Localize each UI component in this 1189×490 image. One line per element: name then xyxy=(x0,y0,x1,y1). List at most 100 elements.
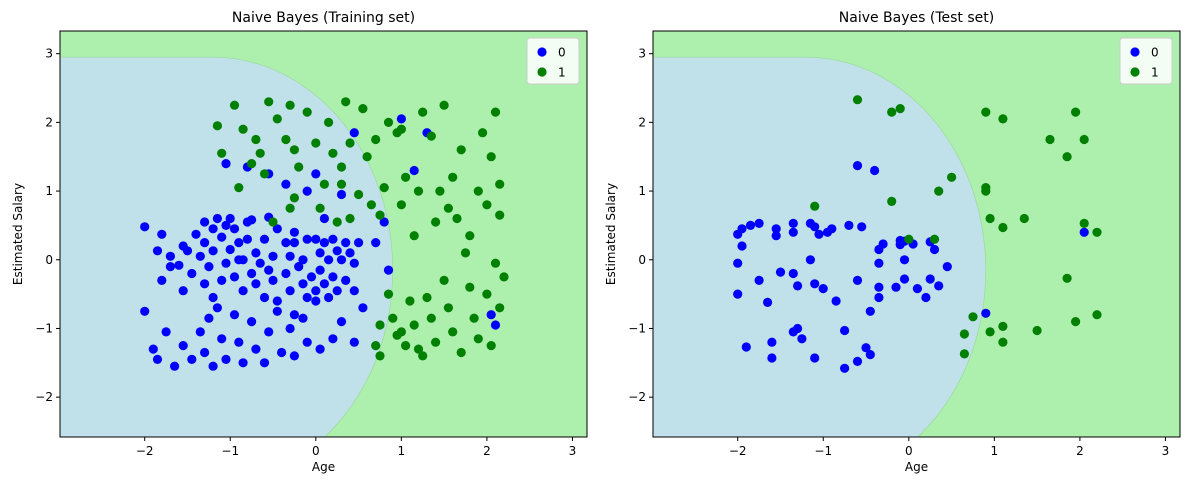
data-point-class-0 xyxy=(324,292,334,303)
data-point-class-0 xyxy=(204,313,214,323)
data-point-class-1 xyxy=(934,186,944,196)
data-point-class-1 xyxy=(452,213,462,224)
x-tick-label: 3 xyxy=(1162,444,1170,458)
data-point-class-0 xyxy=(225,213,235,224)
data-point-class-0 xyxy=(332,246,342,256)
data-point-class-1 xyxy=(294,162,304,172)
y-tick-label: −1 xyxy=(628,321,646,335)
data-point-class-0 xyxy=(336,189,347,200)
data-point-class-0 xyxy=(242,234,252,244)
data-point-class-1 xyxy=(392,330,402,340)
data-point-class-0 xyxy=(247,215,257,225)
data-point-class-1 xyxy=(341,97,351,107)
y-tick-label: 2 xyxy=(638,115,646,129)
data-point-class-1 xyxy=(499,272,509,282)
x-tick-label: −2 xyxy=(729,444,747,458)
data-point-class-1 xyxy=(379,183,389,193)
x-tick-label: 1 xyxy=(398,444,406,458)
data-point-class-0 xyxy=(238,286,248,296)
data-point-class-0 xyxy=(217,232,227,242)
data-point-class-0 xyxy=(302,186,312,196)
data-point-class-1 xyxy=(490,258,501,268)
y-axis-label: Estimated Salary xyxy=(11,183,25,285)
y-axis-label: Estimated Salary xyxy=(604,183,618,285)
data-point-class-0 xyxy=(251,248,261,258)
data-point-class-1 xyxy=(465,231,475,241)
data-point-class-0 xyxy=(1079,227,1089,237)
data-point-class-0 xyxy=(259,358,270,368)
data-point-class-0 xyxy=(174,260,184,270)
data-point-class-0 xyxy=(152,246,163,256)
data-point-class-1 xyxy=(895,104,905,114)
data-point-class-1 xyxy=(375,320,385,330)
legend-marker-0 xyxy=(1130,47,1140,57)
data-point-class-0 xyxy=(921,292,931,303)
data-point-class-1 xyxy=(1092,227,1102,237)
data-point-class-0 xyxy=(870,165,880,176)
data-point-class-1 xyxy=(345,213,355,224)
data-point-class-0 xyxy=(259,292,270,303)
data-point-class-1 xyxy=(482,200,492,210)
legend: 01 xyxy=(526,37,580,85)
data-point-class-0 xyxy=(827,224,837,234)
data-point-class-1 xyxy=(328,148,338,158)
data-point-class-1 xyxy=(401,172,411,182)
region-class-0 xyxy=(653,56,987,437)
data-point-class-0 xyxy=(281,238,291,248)
data-point-class-0 xyxy=(311,169,321,179)
data-point-class-0 xyxy=(289,238,299,248)
data-point-class-1 xyxy=(981,107,991,117)
data-point-class-0 xyxy=(810,279,820,289)
data-point-class-1 xyxy=(229,100,240,110)
data-point-class-0 xyxy=(221,159,231,169)
x-tick-label: −1 xyxy=(814,444,832,458)
data-point-class-0 xyxy=(178,241,188,251)
data-point-class-0 xyxy=(745,220,756,230)
data-point-class-0 xyxy=(324,255,334,265)
data-point-class-0 xyxy=(234,255,244,265)
data-point-class-0 xyxy=(328,334,338,344)
data-point-class-1 xyxy=(371,134,381,145)
data-point-class-1 xyxy=(388,313,398,323)
data-point-class-1 xyxy=(887,196,897,206)
data-point-class-0 xyxy=(767,353,777,363)
data-point-class-1 xyxy=(401,341,411,351)
data-point-class-0 xyxy=(934,281,944,291)
data-point-class-0 xyxy=(200,347,210,358)
data-point-class-0 xyxy=(857,222,867,232)
axes-frame xyxy=(59,30,588,438)
data-point-class-0 xyxy=(793,323,803,334)
chart-title: Naive Bayes (Test set) xyxy=(839,10,994,26)
data-point-class-0 xyxy=(140,222,150,232)
legend-marker-1 xyxy=(1130,67,1140,77)
data-point-class-0 xyxy=(793,281,803,291)
y-tick-label: 2 xyxy=(45,115,53,129)
x-tick-label: −1 xyxy=(221,444,239,458)
legend: 01 xyxy=(1119,37,1173,85)
data-point-class-1 xyxy=(319,179,329,189)
data-point-class-1 xyxy=(431,337,441,347)
data-point-class-1 xyxy=(354,189,364,200)
data-point-class-0 xyxy=(289,310,299,320)
data-point-class-0 xyxy=(788,218,798,228)
data-point-class-1 xyxy=(217,148,227,158)
data-point-class-0 xyxy=(814,229,824,239)
data-point-class-1 xyxy=(435,186,445,196)
data-point-class-0 xyxy=(490,320,501,330)
data-point-class-1 xyxy=(998,222,1008,233)
legend-label: 1 xyxy=(1151,66,1159,80)
data-point-class-0 xyxy=(212,303,222,313)
data-point-class-0 xyxy=(341,238,351,248)
data-point-class-0 xyxy=(165,251,175,261)
data-point-class-1 xyxy=(947,172,957,182)
data-point-class-0 xyxy=(741,342,751,352)
data-point-class-0 xyxy=(925,274,935,284)
data-point-class-1 xyxy=(315,203,325,213)
data-point-class-1 xyxy=(324,117,334,127)
data-point-class-1 xyxy=(1071,107,1081,117)
data-point-class-0 xyxy=(865,350,875,360)
data-point-class-0 xyxy=(737,241,747,251)
data-point-class-1 xyxy=(418,107,428,117)
data-point-class-1 xyxy=(1071,317,1081,327)
data-point-class-1 xyxy=(358,104,368,114)
